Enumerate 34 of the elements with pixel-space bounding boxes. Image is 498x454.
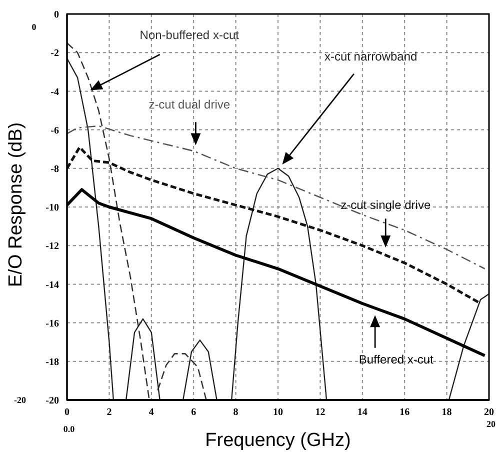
x-tick-label: 20 bbox=[484, 407, 494, 418]
text: 20 bbox=[486, 419, 496, 429]
y-tick-label: -14 bbox=[46, 280, 59, 291]
y-axis-title: E/O Response (dB) bbox=[6, 122, 27, 287]
y-tick-label: -4 bbox=[50, 86, 59, 98]
x-axis-title: Frequency (GHz) bbox=[205, 430, 351, 451]
y-tick-label: -18 bbox=[46, 356, 59, 368]
series-label: Buffered x-cut bbox=[358, 352, 434, 366]
y-tick-label: 0 bbox=[54, 10, 59, 21]
text: 0.0 bbox=[63, 424, 76, 434]
x-tick-label: 18 bbox=[442, 407, 452, 418]
x-tick-label: 4 bbox=[148, 407, 154, 418]
y-tick-label: -20 bbox=[46, 396, 59, 407]
line-series bbox=[67, 125, 486, 270]
x-tick-label: 10 bbox=[273, 407, 283, 418]
x-tick-label: 0 bbox=[64, 407, 70, 418]
y-tick-label: -10 bbox=[46, 202, 59, 214]
text: x-cut narrowband bbox=[324, 49, 418, 64]
text: z-cut single drive bbox=[340, 198, 431, 212]
text: z-cut dual drive bbox=[148, 98, 230, 112]
y-tick-label: -16 bbox=[46, 318, 59, 330]
x-tick-label: 16 bbox=[400, 407, 410, 418]
y-tick-label: -12 bbox=[46, 241, 59, 252]
x-tick-label: 14 bbox=[357, 407, 368, 418]
y-tick-label: -2 bbox=[50, 48, 59, 60]
y-tick-label: -6 bbox=[50, 125, 59, 136]
text: 0 bbox=[32, 22, 37, 32]
text: -20 bbox=[14, 395, 26, 405]
x-tick-label: 2 bbox=[106, 407, 112, 418]
text: Non-buffered x-cut bbox=[140, 28, 240, 42]
x-tick-label: 6 bbox=[191, 407, 196, 418]
x-tick-label: 12 bbox=[315, 407, 326, 418]
x-tick-label: 8 bbox=[233, 407, 238, 418]
y-tick-label: -8 bbox=[50, 164, 59, 175]
